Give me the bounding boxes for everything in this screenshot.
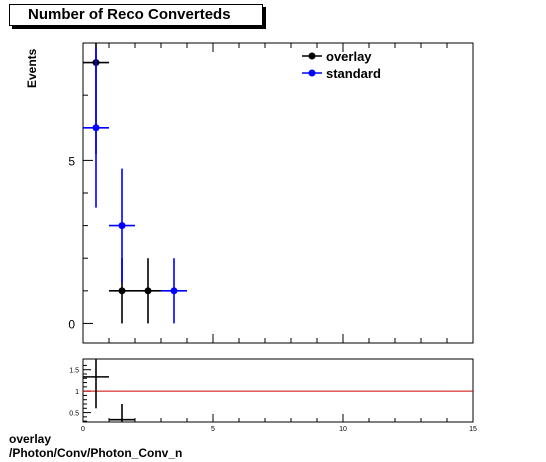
ratio-frame — [82, 358, 474, 423]
legend-label-overlay: overlay — [326, 49, 372, 64]
main-axis-ticks: 05 — [68, 43, 474, 343]
data-point — [92, 124, 100, 132]
series-standard — [83, 47, 187, 324]
series-ratio — [83, 359, 135, 422]
chart-title: Number of Reco Converteds — [9, 4, 263, 26]
footer-label: overlay — [9, 432, 52, 446]
ratio-y-tick-label: 0.5 — [69, 411, 79, 418]
legend-label-standard: standard — [326, 66, 381, 81]
footer-path: /Photon/Conv/Photon_Conv_n — [9, 446, 183, 460]
legend-marker — [308, 52, 316, 60]
ratio-x-tick-label: 10 — [339, 426, 347, 433]
ratio-x-tick-label: 0 — [81, 426, 85, 433]
main-series — [83, 43, 187, 324]
ratio-x-tick-label: 5 — [211, 426, 215, 433]
ratio-y-tick-label: 1 — [75, 389, 79, 396]
data-point — [118, 222, 126, 230]
ratio-series — [83, 359, 135, 422]
data-point — [170, 287, 178, 295]
y-tick-label: 0 — [68, 317, 75, 331]
ratio-x-tick-label: 15 — [469, 426, 477, 433]
data-point — [144, 287, 152, 295]
main-frame — [82, 42, 474, 344]
legend: overlay standard — [302, 49, 381, 81]
legend-marker — [308, 69, 316, 77]
ratio-axis-ticks: 0.5 1 1.5 0 5 10 15 — [69, 364, 477, 433]
y-tick-label: 5 — [68, 154, 75, 168]
ratio-y-tick-label: 1.5 — [69, 368, 79, 375]
data-point — [118, 287, 126, 295]
